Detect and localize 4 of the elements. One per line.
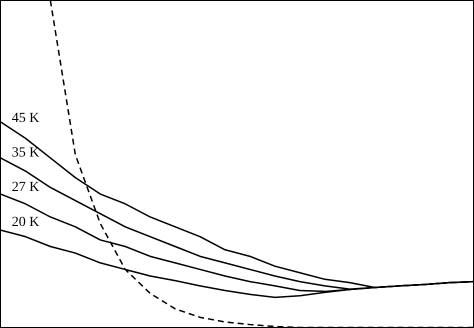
series-label: 45 K [12,110,40,126]
series-label: 35 K [12,146,40,161]
series-label: 20 K [12,214,40,230]
series-label: 27 K [12,180,40,196]
